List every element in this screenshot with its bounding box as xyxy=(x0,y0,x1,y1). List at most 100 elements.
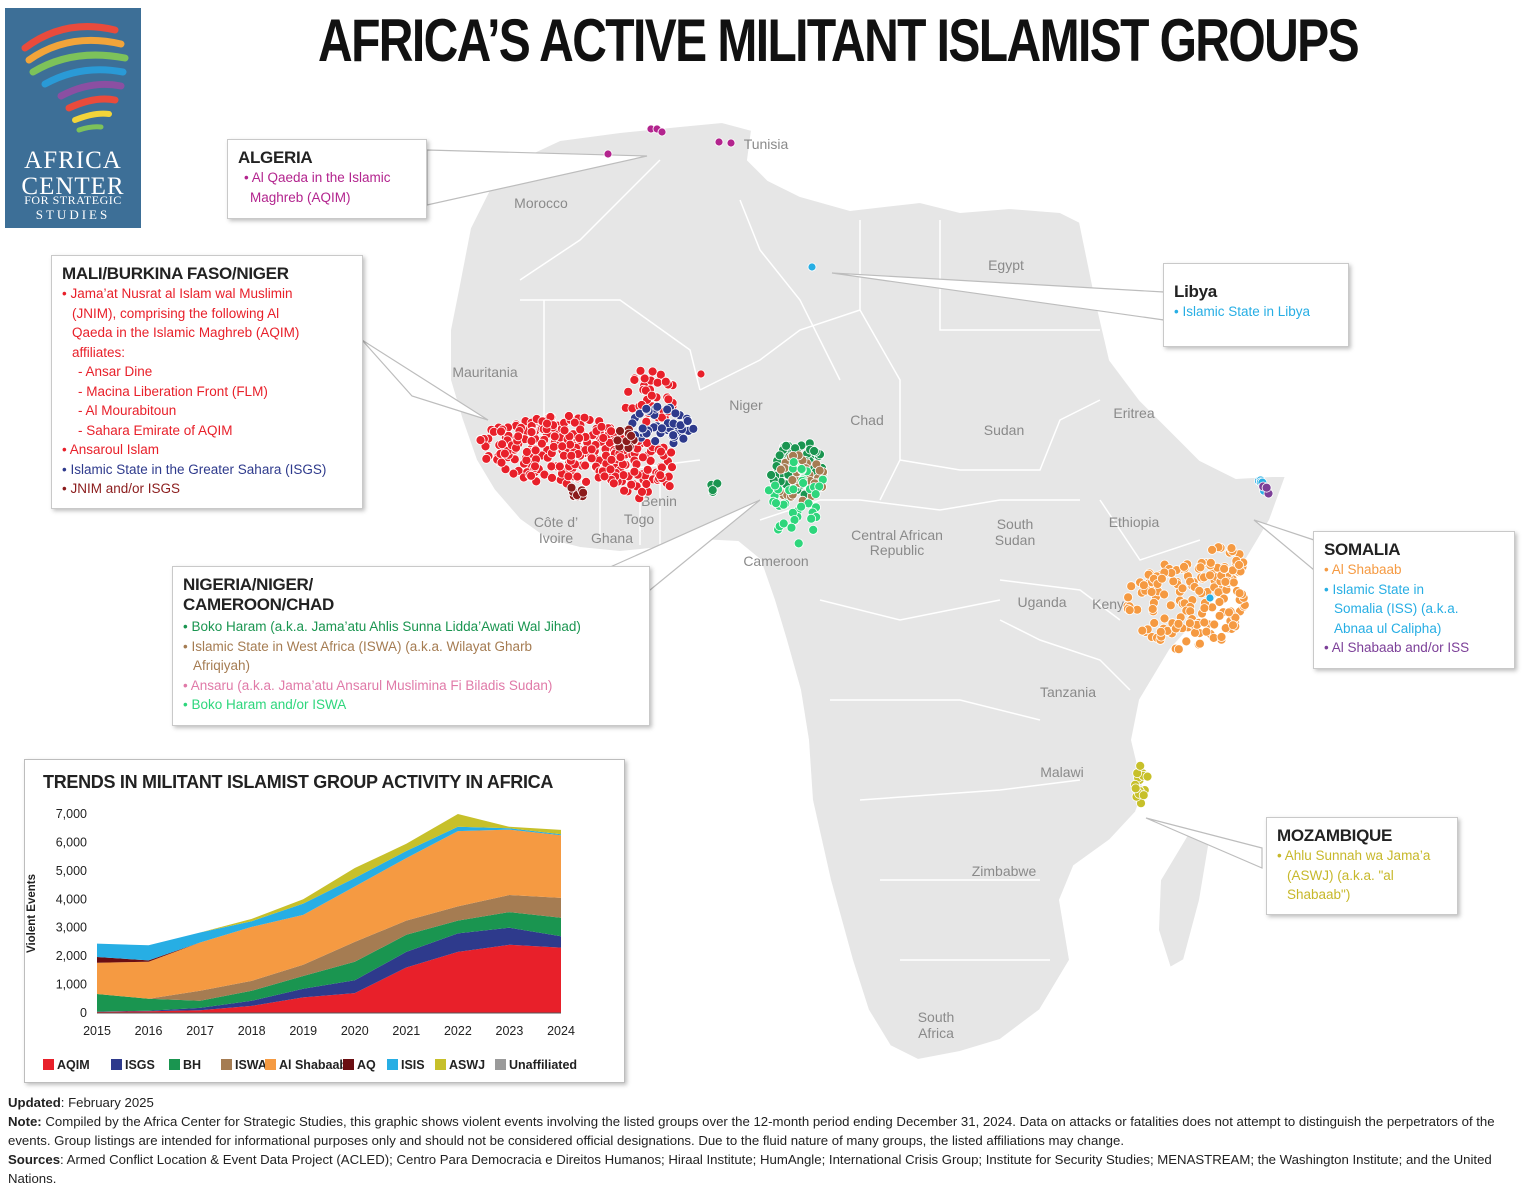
event-dot xyxy=(660,376,671,387)
country-label: Central African xyxy=(851,527,943,543)
country-label: Malawi xyxy=(1040,764,1084,780)
legend-item-al-shabaab: Al Shabaab xyxy=(265,1058,347,1072)
event-dot xyxy=(637,423,648,434)
event-dot xyxy=(508,468,519,479)
legend-label: AQ xyxy=(357,1058,376,1072)
event-dot xyxy=(626,479,637,490)
event-dot xyxy=(1224,607,1234,618)
logo-line-1: AFRICA xyxy=(24,147,122,174)
event-dot xyxy=(642,464,653,475)
africa-landmass xyxy=(449,120,1288,1062)
event-dot xyxy=(678,433,689,444)
event-dot xyxy=(770,480,780,491)
callout-mozambique-item-3: Shabaab") xyxy=(1287,887,1351,902)
chart-title: TRENDS IN MILITANT ISLAMIST GROUP ACTIVI… xyxy=(43,772,554,792)
event-dot xyxy=(549,431,560,442)
event-dot xyxy=(1214,597,1225,607)
event-dot xyxy=(675,420,686,431)
country-label: Egypt xyxy=(988,257,1024,273)
footer-updated-text: : February 2025 xyxy=(60,1095,154,1110)
callout-mali-item-8: - Sahara Emirate of AQIM xyxy=(78,422,233,438)
country-label: South xyxy=(918,1009,955,1025)
callout-libya-title: Libya xyxy=(1174,282,1217,301)
event-dot xyxy=(1130,783,1141,794)
event-dot xyxy=(606,426,616,437)
legend-swatch xyxy=(221,1059,232,1070)
x-tick-label: 2020 xyxy=(341,1024,369,1038)
footer-sources-label: Sources xyxy=(8,1152,61,1167)
callout-algeria-item-2: Maghreb (AQIM) xyxy=(250,189,351,205)
event-dot xyxy=(1201,626,1212,637)
event-dot xyxy=(766,470,776,480)
event-dot xyxy=(1220,577,1231,587)
y-axis-label: Violent Events xyxy=(26,874,38,953)
event-dot xyxy=(1173,618,1184,629)
event-dot xyxy=(798,478,808,488)
area-series-aqim xyxy=(97,944,561,1013)
event-dot xyxy=(808,525,819,535)
country-labels: Tunisia Morocco Egypt Mauritania Niger Chad Su… xyxy=(452,136,1159,1041)
legend-item-unaffiliated: Unaffiliated xyxy=(495,1058,577,1072)
event-dot xyxy=(1219,563,1229,574)
event-dot xyxy=(641,403,652,414)
event-dot xyxy=(662,404,673,415)
event-dot xyxy=(497,439,508,450)
event-dot xyxy=(546,461,557,472)
country-borders xyxy=(519,159,1201,961)
legend-swatch xyxy=(43,1059,54,1070)
event-dot xyxy=(786,522,797,533)
event-dot xyxy=(1135,761,1146,771)
event-dot xyxy=(809,446,819,456)
y-tick-label: 4,000 xyxy=(56,892,87,906)
country-label: Cameroon xyxy=(743,553,808,569)
event-dot xyxy=(787,475,798,486)
area-series-aswj xyxy=(97,814,561,946)
event-dot xyxy=(1185,606,1196,617)
event-dot xyxy=(1234,560,1244,570)
footer-note: Note: Compiled by the Africa Center for … xyxy=(8,1112,1533,1150)
legend-swatch xyxy=(169,1059,180,1070)
event-dot xyxy=(526,436,537,447)
event-dot xyxy=(481,453,492,464)
event-dot xyxy=(603,149,613,159)
event-dot xyxy=(1261,482,1272,493)
callout-somalia-item-1: • Al Shabaab xyxy=(1324,562,1402,577)
callout-mali-item-3: Qaeda in the Islamic Maghreb (AQIM) xyxy=(72,325,300,340)
trends-chart-panel: TRENDS IN MILITANT ISLAMIST GROUP ACTIVI… xyxy=(24,759,625,1083)
event-dot xyxy=(1142,771,1153,782)
event-dot xyxy=(688,423,699,434)
legend-label: ISIS xyxy=(401,1058,425,1072)
event-dot xyxy=(1205,558,1216,568)
event-dot xyxy=(1149,618,1160,628)
event-dots xyxy=(475,124,1274,809)
country-label: Sudan xyxy=(995,532,1035,548)
footer-note-text: Compiled by the Africa Center for Strate… xyxy=(8,1114,1495,1148)
event-dot xyxy=(1147,604,1158,614)
event-dot xyxy=(652,377,663,388)
footer-sources: Sources: Armed Conflict Location & Event… xyxy=(8,1150,1533,1188)
event-dot xyxy=(1216,632,1227,642)
country-label: Benin xyxy=(641,493,677,509)
event-dot xyxy=(788,484,799,495)
event-dot xyxy=(626,430,636,441)
callout-mali-item-7: - Al Mourabitoun xyxy=(78,403,177,418)
logo-line-2: CENTER xyxy=(21,173,125,200)
callout-somalia: SOMALIA • Al Shabaab • Islamic State in … xyxy=(1313,531,1515,669)
event-dot xyxy=(1195,638,1205,649)
event-dot xyxy=(475,435,486,446)
legend-swatch xyxy=(111,1059,122,1070)
legend-label: Al Shabaab xyxy=(279,1058,347,1072)
country-label: Republic xyxy=(870,542,924,558)
event-dot xyxy=(530,461,540,472)
event-dot xyxy=(581,476,591,487)
event-dot xyxy=(521,455,532,466)
event-dot xyxy=(530,445,541,456)
africa-center-logo: AFRICA CENTER FOR STRATEGIC STUDIES xyxy=(5,8,141,228)
event-dot xyxy=(647,366,658,377)
legend-label: Unaffiliated xyxy=(509,1058,577,1072)
country-label: Africa xyxy=(918,1025,954,1041)
country-label: Ivoire xyxy=(539,530,573,546)
event-dot xyxy=(646,390,657,401)
callout-nigeria-item-2: • Islamic State in West Africa (ISWA) (a… xyxy=(183,638,533,654)
event-dot xyxy=(1226,543,1237,553)
